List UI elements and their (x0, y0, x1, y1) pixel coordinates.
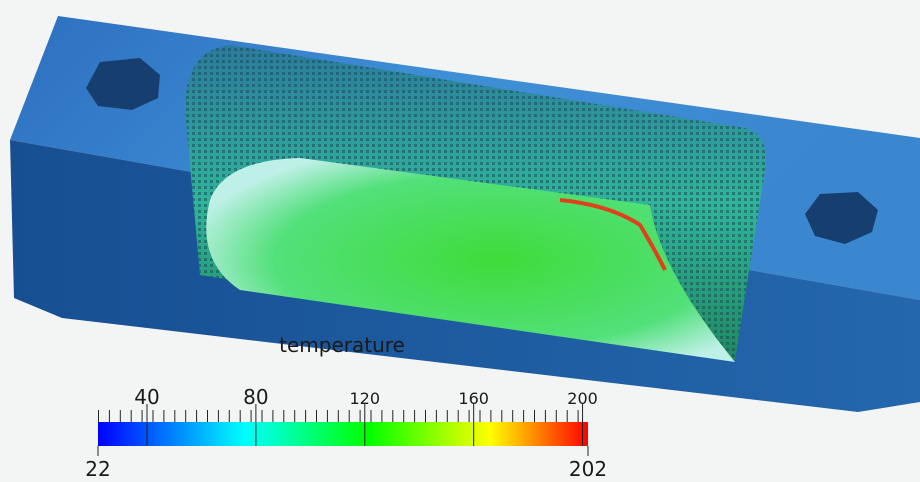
colorbar-range-label: 202 (569, 457, 607, 481)
colorbar-tick-label: 40 (134, 385, 159, 409)
render-view: temperature 40 80 120 160 200 22 202 (0, 0, 920, 482)
colorbar-title: temperature (279, 333, 405, 357)
colorbar-tick-label: 160 (458, 389, 489, 408)
page: {"colorbar": {"title": "temperature", "r… (0, 0, 920, 482)
colorbar-minor-ticks (98, 410, 588, 422)
colorbar-tick-label: 80 (243, 385, 268, 409)
colorbar-tick-label: 200 (567, 389, 598, 408)
colorbar (98, 422, 588, 446)
colorbar-range-label: 22 (85, 457, 110, 481)
colorbar-tick-label: 120 (350, 389, 381, 408)
